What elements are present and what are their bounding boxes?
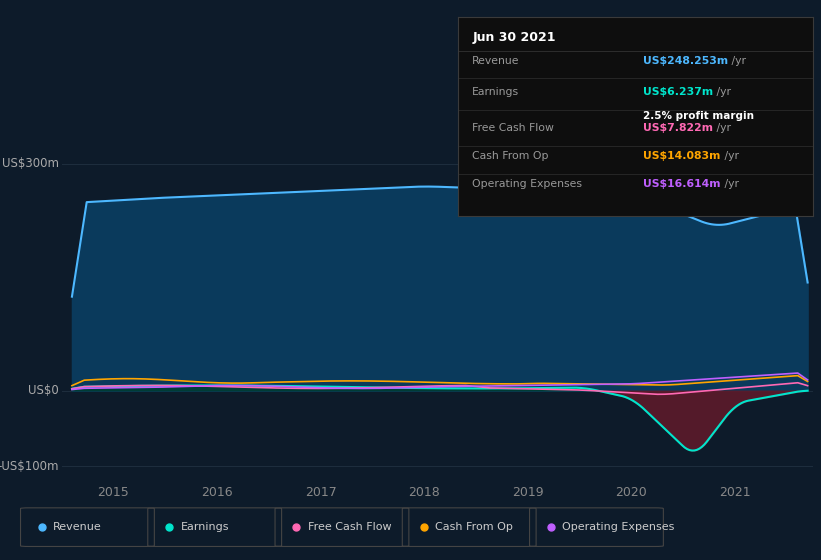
Text: US$0: US$0 xyxy=(28,384,58,397)
Text: US$16.614m: US$16.614m xyxy=(643,179,720,189)
Text: US$248.253m: US$248.253m xyxy=(643,55,727,66)
Text: Revenue: Revenue xyxy=(53,521,102,531)
Text: /yr: /yr xyxy=(721,151,739,161)
Text: Operating Expenses: Operating Expenses xyxy=(472,179,582,189)
Text: /yr: /yr xyxy=(728,55,746,66)
Text: Cash From Op: Cash From Op xyxy=(472,151,548,161)
Text: Cash From Op: Cash From Op xyxy=(435,521,513,531)
Text: US$6.237m: US$6.237m xyxy=(643,87,713,97)
Text: /yr: /yr xyxy=(713,87,731,97)
Text: US$300m: US$300m xyxy=(2,157,58,170)
Text: Earnings: Earnings xyxy=(472,87,520,97)
Text: /yr: /yr xyxy=(713,123,731,133)
Text: 2.5% profit margin: 2.5% profit margin xyxy=(643,111,754,121)
Text: Jun 30 2021: Jun 30 2021 xyxy=(472,31,556,44)
Text: /yr: /yr xyxy=(721,179,739,189)
Text: Operating Expenses: Operating Expenses xyxy=(562,521,675,531)
Text: Free Cash Flow: Free Cash Flow xyxy=(472,123,554,133)
Text: -US$100m: -US$100m xyxy=(0,460,58,473)
Text: Earnings: Earnings xyxy=(181,521,229,531)
Text: US$7.822m: US$7.822m xyxy=(643,123,713,133)
Text: Revenue: Revenue xyxy=(472,55,520,66)
Text: Free Cash Flow: Free Cash Flow xyxy=(308,521,392,531)
Text: US$14.083m: US$14.083m xyxy=(643,151,720,161)
